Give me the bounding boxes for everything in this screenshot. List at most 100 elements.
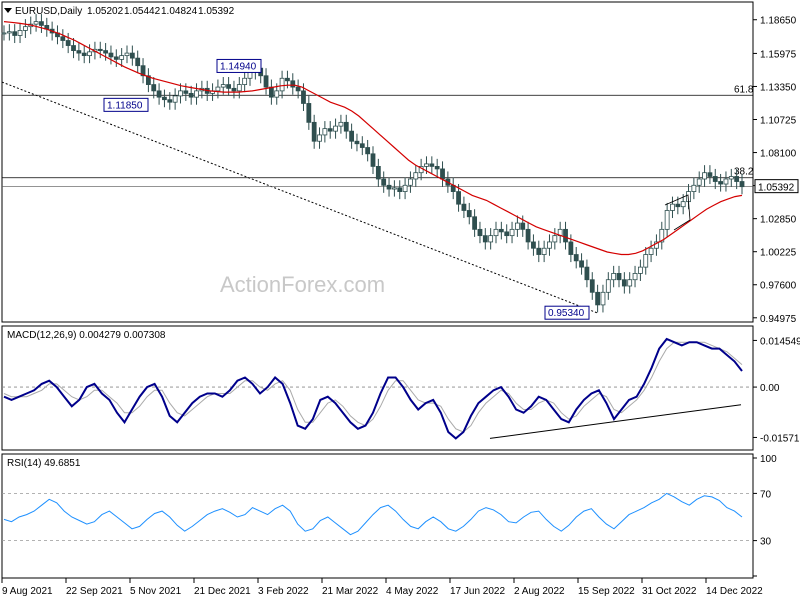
candle-body: [306, 103, 312, 123]
rsi-tick-label: 70: [760, 489, 772, 500]
x-axis-label: 22 Sep 2021: [66, 586, 123, 597]
symbol-label: EURUSD,Daily: [15, 6, 82, 17]
candle-body: [194, 90, 199, 98]
candle-body: [482, 235, 488, 243]
x-axis-label: 3 Feb 2022: [258, 586, 309, 597]
macd-panel: [1, 325, 754, 451]
price-tick-label: 1.08100: [760, 149, 797, 160]
x-axis-label: 17 Jun 2022: [450, 586, 505, 597]
candle-body: [413, 172, 419, 180]
candle-body: [119, 55, 125, 60]
candle-body: [178, 90, 183, 97]
price-tick-label: 1.15975: [760, 49, 797, 60]
watermark: ActionForex.com: [220, 272, 385, 297]
price-annotation-box: [544, 305, 590, 320]
candle-body: [456, 191, 461, 205]
candle-body: [268, 86, 274, 98]
candle-body: [327, 128, 333, 132]
candle-body: [466, 210, 472, 218]
candle-body: [504, 231, 510, 237]
candle-body: [509, 228, 515, 237]
x-axis-label: 15 Sep 2022: [578, 586, 635, 597]
price-layer: 61.8 38.2 1.14940 1.11850 0.95340: [1, 14, 754, 320]
x-axis-label: 21 Mar 2022: [322, 586, 379, 597]
candle-body: [343, 121, 349, 132]
macd-trendline: [489, 404, 742, 439]
candle-body: [81, 52, 87, 57]
price-annotation-label: 1.14940: [220, 61, 257, 72]
candle-body: [220, 84, 226, 88]
candle-body: [1, 32, 7, 35]
candle-body: [333, 125, 338, 132]
candle-body: [113, 56, 119, 60]
candle-body: [97, 48, 103, 51]
candle-body: [584, 266, 590, 281]
candle-body: [637, 266, 643, 274]
candle-body: [552, 235, 558, 243]
candle-body: [6, 31, 12, 34]
candle-body: [242, 77, 248, 85]
macd-title: MACD(12,26,9) 0.004279 0.007308: [7, 330, 166, 341]
candle-body: [627, 279, 633, 287]
candle-body: [375, 166, 381, 180]
candle-body: [621, 279, 627, 287]
axis-layer: 1.186501.159751.133501.107251.081001.054…: [1, 16, 800, 597]
candle-body: [71, 45, 76, 51]
candle-body: [108, 52, 114, 58]
candle-body: [231, 87, 237, 92]
collapse-arrow-icon[interactable]: [4, 8, 12, 13]
candle-body: [274, 90, 280, 98]
dashed-trendline: [1, 81, 599, 314]
candle-body: [295, 86, 301, 92]
flag-pattern: [664, 194, 691, 231]
candle-body: [311, 121, 317, 142]
candle-body: [461, 203, 467, 211]
candle-body: [167, 99, 173, 103]
x-axis-label: 4 May 2022: [386, 586, 439, 597]
candle-body: [402, 184, 408, 192]
candle-body: [670, 203, 675, 211]
candle-body: [718, 181, 724, 185]
rsi-title: RSI(14) 49.6851: [7, 458, 81, 469]
ohlc-high: 1.05442: [124, 6, 161, 17]
fib-level-label: 61.8: [734, 84, 754, 95]
candle-body: [397, 187, 403, 192]
candle-body: [145, 75, 151, 85]
price-tick-label: 1.00225: [760, 248, 797, 259]
current-price-label: 1.05392: [758, 183, 795, 194]
candle-body: [525, 228, 531, 243]
x-axis-label: 31 Oct 2022: [642, 586, 697, 597]
candle-body: [616, 273, 622, 281]
candle-body: [493, 228, 499, 237]
candle-body: [263, 75, 269, 88]
candle-body: [675, 203, 681, 208]
candle-body: [226, 84, 232, 89]
candle-body: [707, 172, 713, 177]
ohlc-low: 1.04824: [161, 6, 198, 17]
candle-body: [12, 31, 18, 36]
candle-body: [17, 30, 23, 36]
candle-body: [183, 90, 189, 94]
candle-body: [440, 168, 445, 180]
candle-body: [156, 90, 162, 98]
candle-body: [290, 80, 296, 88]
candle-body: [712, 176, 718, 182]
candle-body: [338, 121, 344, 127]
candle-body: [488, 235, 494, 243]
candle-body: [87, 51, 92, 57]
rsi-layer: [2, 492, 753, 541]
rsi-panel: [1, 453, 754, 579]
candle-body: [386, 184, 392, 190]
candle-body: [541, 247, 547, 255]
candle-body: [472, 216, 478, 230]
candle-body: [103, 50, 109, 54]
candle-body: [151, 84, 157, 92]
price-annotation-label: 0.95340: [548, 308, 585, 319]
candle-body: [643, 254, 649, 268]
x-axis-label: 14 Dec 2022: [706, 586, 763, 597]
candle-body: [279, 77, 285, 92]
candle-body: [547, 241, 552, 249]
candle-body: [600, 291, 606, 306]
price-tick-label: 0.94975: [760, 314, 797, 325]
candle-body: [434, 166, 440, 170]
